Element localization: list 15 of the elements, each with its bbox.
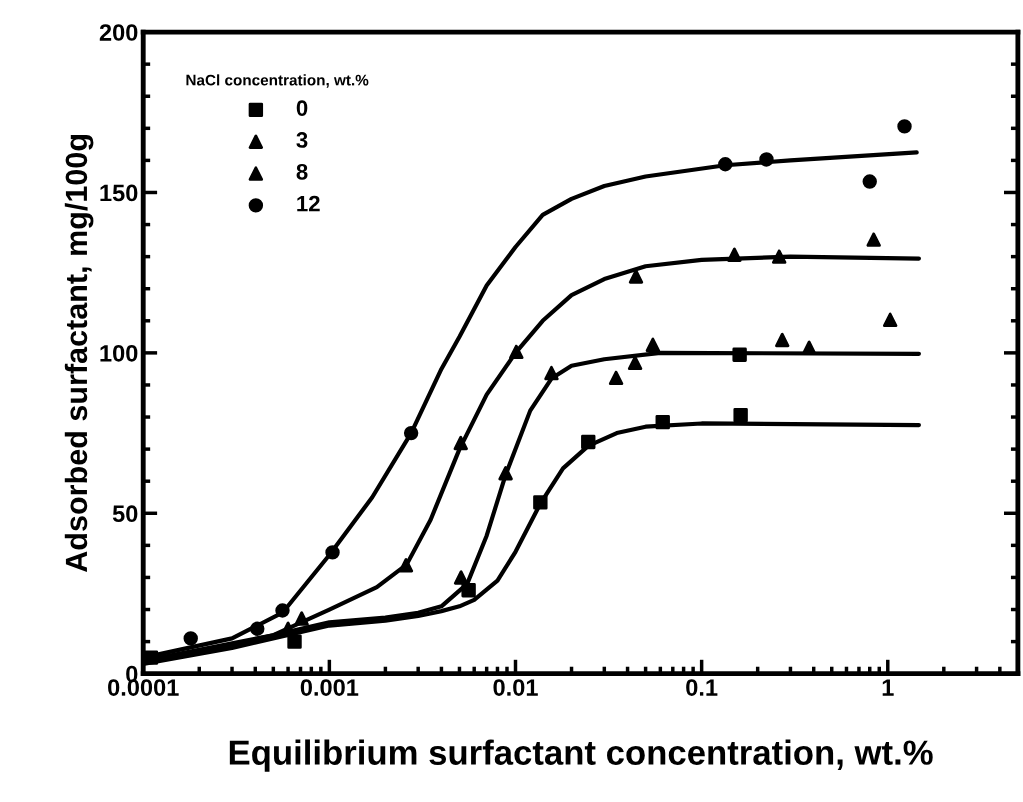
- x-tick-label: 0.1: [686, 679, 718, 696]
- x-tick-label: 0.001: [300, 679, 359, 696]
- legend-label: 12: [297, 195, 320, 212]
- y-axis-title: Adsorbed surfactant, mg/100g: [64, 135, 94, 572]
- y-tick-label: 50: [112, 505, 138, 523]
- y-tick-label: 150: [100, 184, 138, 202]
- legend-label: 8: [296, 163, 308, 180]
- x-axis-title: Equilibrium surfactant concentration, wt.%: [229, 739, 933, 772]
- legend-label: 3: [296, 132, 308, 148]
- y-tick-label: 100: [100, 344, 138, 362]
- legend-title: NaCl concentration, wt.%: [186, 74, 369, 88]
- legend-label: 0: [296, 100, 308, 116]
- x-tick-label: 0.01: [493, 679, 538, 696]
- x-tick-label: 1: [882, 679, 894, 696]
- y-tick-label: 200: [99, 24, 138, 41]
